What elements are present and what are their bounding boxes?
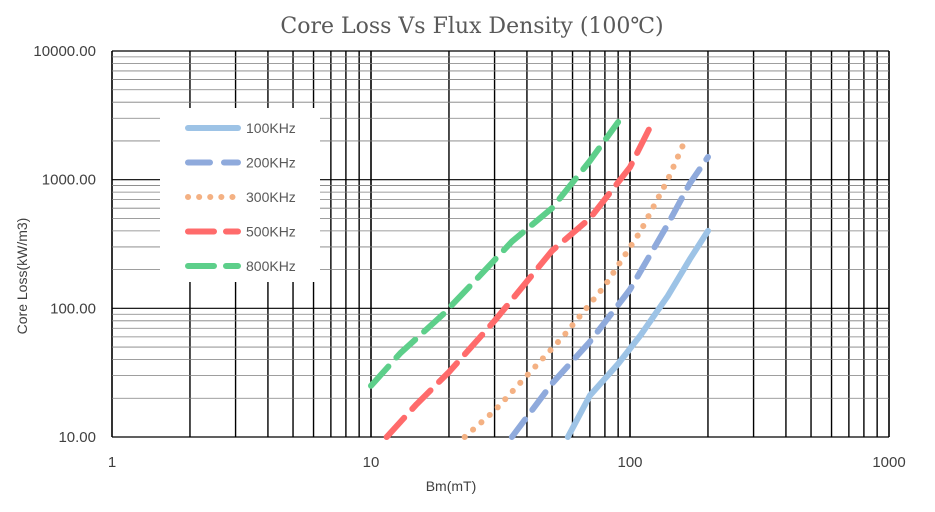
y-tick-label: 10000.00 [33, 43, 96, 60]
legend-label-800khz: 800KHz [246, 258, 296, 274]
legend-label-500khz: 500KHz [246, 224, 296, 240]
chart-title: Core Loss Vs Flux Density (100℃) [280, 14, 663, 39]
legend-label-300khz: 300KHz [246, 189, 296, 205]
legend-label-100khz: 100KHz [246, 120, 296, 136]
legend-label-200khz: 200KHz [246, 155, 296, 171]
x-axis-label: Bm(mT) [426, 478, 477, 494]
tick-labels: 1 10 100 1000 10.00 100.00 1000.00 10000.00 [33, 43, 905, 471]
series-line-100khz [564, 227, 711, 440]
series-line-200khz [508, 154, 711, 440]
x-tick-label: 1000 [872, 454, 905, 471]
y-tick-label: 100.00 [50, 300, 96, 317]
y-tick-label: 10.00 [58, 429, 96, 446]
legend-box [160, 108, 320, 282]
x-tick-label: 1 [108, 454, 116, 471]
series-lines [368, 119, 711, 440]
series-line-300khz [461, 142, 686, 440]
x-tick-label: 10 [363, 454, 380, 471]
y-axis-label: Core Loss(kW/m3) [14, 218, 30, 335]
x-tick-label: 100 [617, 454, 642, 471]
y-tick-label: 1000.00 [42, 172, 96, 189]
series-line-500khz [383, 123, 654, 440]
legend: 100KHz 200KHz 300KHz 500KHz 800KHz [160, 108, 320, 282]
series-line-800khz [368, 119, 622, 389]
